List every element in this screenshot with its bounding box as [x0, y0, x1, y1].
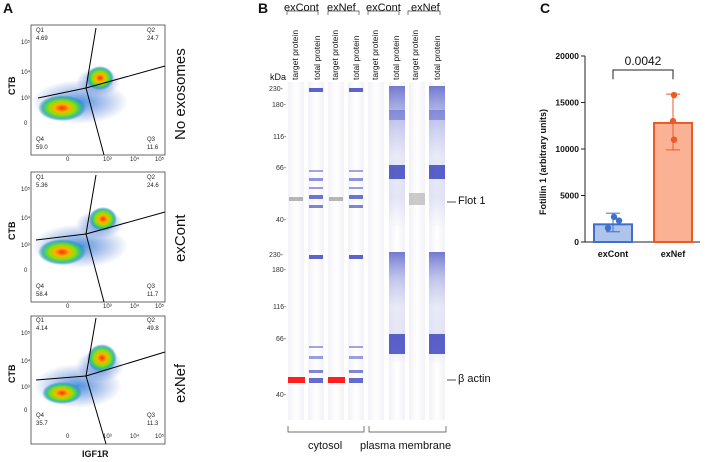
q3-label: Q3: [147, 137, 156, 143]
p-value-label: 0.0042: [625, 54, 662, 68]
marker-230: 230-: [269, 86, 284, 93]
x-tick: 10⁵: [155, 157, 165, 163]
y-axis-label: CTB: [7, 76, 17, 96]
marker-180: 180-: [272, 102, 287, 109]
q3-value: 11.6: [147, 145, 159, 151]
q1-label: Q1: [36, 175, 45, 181]
q2-label: Q2: [147, 28, 156, 34]
q1-value: 4.14: [36, 326, 48, 332]
x-tick: 0: [66, 157, 70, 163]
x-tick: 10⁴: [130, 157, 140, 163]
q4-label: Q4: [36, 137, 45, 143]
fraction-label-cytosol: cytosol: [308, 440, 343, 452]
condition-label-no-exosomes: No exosomes: [172, 48, 189, 140]
y-tick: 10³: [21, 243, 30, 249]
data-point: [615, 217, 623, 224]
marker-180: 180-: [272, 267, 287, 274]
y-axis-label: CTB: [7, 364, 17, 384]
y-tick: 0: [24, 408, 28, 414]
flow-plot-excont: [30, 171, 166, 303]
significance-bracket: [612, 69, 674, 80]
data-point: [604, 224, 612, 232]
marker-40: 40-: [276, 392, 287, 399]
data-point: [610, 213, 618, 221]
flow-plot-exnef: [30, 315, 166, 445]
q1-value: 5.36: [36, 183, 48, 189]
actin-band: [288, 377, 305, 383]
marker-230: 230-: [269, 252, 284, 259]
fraction-label-membrane: plasma membrane: [360, 440, 452, 452]
y-tick: 10⁴: [21, 216, 31, 222]
x-tick: 0: [66, 304, 70, 310]
panel-c-label: C: [540, 0, 551, 16]
y-tick-label: 10000: [555, 144, 579, 154]
y-tick-label: 15000: [555, 98, 579, 108]
q1-value: 4.69: [36, 36, 48, 42]
q4-label: Q4: [36, 284, 45, 290]
q2-label: Q2: [147, 175, 156, 181]
kda-label: kDa: [270, 72, 287, 82]
q2-value: 49.8: [147, 326, 159, 332]
q3-label: Q3: [147, 413, 156, 419]
data-point: [670, 136, 678, 143]
band-label-actin: β actin: [458, 373, 491, 385]
flow-plot-no-exosomes: [30, 24, 166, 156]
condition-label-excont: exCont: [172, 214, 189, 262]
band-label-flot1: Flot 1: [458, 195, 486, 207]
marker-116: 116-: [273, 134, 287, 141]
q2-label: Q2: [147, 318, 156, 324]
marker-66: 66-: [276, 165, 287, 172]
marker-66: 66-: [276, 336, 287, 343]
data-point: [670, 91, 678, 99]
actin-band: [328, 377, 345, 383]
panel-a-label: A: [3, 0, 14, 16]
q2-value: 24.7: [147, 36, 159, 42]
q4-value: 59.0: [36, 145, 48, 151]
y-tick-label: 0: [574, 237, 579, 247]
y-axis-label: CTB: [7, 221, 17, 241]
x-tick-label: exCont: [598, 249, 629, 259]
y-tick-label: 5000: [560, 191, 579, 201]
q3-value: 11.3: [147, 421, 159, 427]
q2-value: 24.6: [147, 183, 159, 189]
data-point: [669, 117, 677, 125]
y-tick: 10⁴: [21, 70, 31, 76]
y-tick: 10⁵: [21, 40, 31, 46]
y-tick: 10⁵: [21, 331, 31, 337]
q3-label: Q3: [147, 284, 156, 290]
x-tick: 10³: [103, 157, 112, 163]
q1-label: Q1: [36, 318, 45, 324]
marker-116: 116-: [273, 304, 287, 311]
x-tick: 10⁴: [130, 434, 140, 440]
x-tick: 10³: [103, 434, 112, 440]
y-tick: 0: [24, 121, 28, 127]
y-tick: 10⁵: [21, 187, 31, 193]
chart-ylabel: Fotillin 1 (arbitrary units): [538, 108, 548, 215]
x-tick: 0: [66, 434, 70, 440]
x-tick: 10⁵: [155, 304, 165, 310]
y-tick: 10³: [21, 385, 30, 391]
bar-chart: 0 5000 10000 15000 20000 exCont exNef 0.0042: [555, 51, 700, 259]
q4-value: 58.4: [36, 292, 48, 298]
y-tick: 0: [24, 268, 28, 274]
condition-label-exnef: exNef: [172, 363, 189, 403]
y-tick: 10⁴: [21, 359, 31, 365]
western-blot-panel: [286, 10, 456, 433]
q4-value: 35.7: [36, 421, 48, 427]
q1-label: Q1: [36, 28, 45, 34]
flow-cytometry-panel: [30, 24, 166, 445]
marker-40: 40-: [276, 217, 287, 224]
y-tick: 10³: [21, 96, 30, 102]
x-axis-label: IGF1R: [82, 449, 109, 459]
y-tick-label: 20000: [555, 51, 579, 61]
x-tick-label: exNef: [661, 249, 687, 259]
panel-b-label: B: [258, 0, 269, 16]
q4-label: Q4: [36, 413, 45, 419]
x-tick: 10⁴: [130, 304, 140, 310]
x-tick: 10³: [103, 304, 112, 310]
q3-value: 11.7: [147, 292, 159, 298]
x-tick: 10⁵: [155, 434, 165, 440]
